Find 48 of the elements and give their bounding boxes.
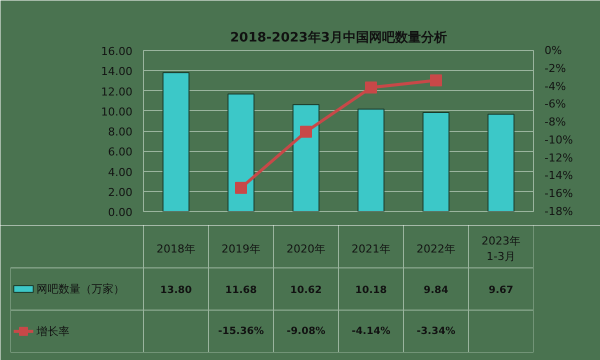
y-tick-label: 12.00 (101, 85, 133, 98)
x-tick-label: 2019年 (222, 242, 261, 256)
y2-tick-label: -14% (544, 169, 573, 182)
data-label: 10.62 (290, 285, 322, 296)
y-tick-label: 16.00 (101, 45, 133, 58)
data-label: 11.68 (225, 285, 257, 296)
data-label: -3.34% (416, 326, 456, 337)
bar (488, 114, 514, 212)
bar (228, 93, 254, 212)
bar (292, 104, 320, 212)
point (300, 126, 312, 138)
chart-title: 2018-2023年3月中国网吧数量分析 (230, 30, 447, 46)
point (430, 74, 442, 86)
bar (422, 112, 450, 212)
y-tick-label: 2.00 (108, 186, 133, 199)
legend-label: 网吧数量（万家） (36, 282, 124, 296)
x-tick-label: 2021年 (352, 242, 391, 256)
data-label: 10.18 (355, 285, 387, 296)
data-label: -15.36% (218, 326, 264, 337)
y2-tick-label: -18% (544, 205, 573, 218)
point (365, 82, 377, 94)
y-tick-label: 4.00 (108, 166, 133, 179)
y-tick-label: 6.00 (108, 146, 133, 159)
x-tick-label: 2023年 1-3月 (482, 234, 521, 264)
y2-tick-label: -8% (544, 116, 566, 129)
y2-tick-label: -2% (544, 62, 566, 75)
y2-tick-label: 0% (544, 44, 562, 57)
y-tick-label: 14.00 (101, 65, 133, 78)
legend-label: 增长率 (36, 324, 70, 338)
data-label: 9.84 (424, 285, 448, 296)
data-label: -4.14% (352, 326, 390, 337)
x-tick-label: 2022年 (416, 242, 456, 256)
data-label: 13.80 (160, 285, 192, 296)
y2-tick-label: -6% (544, 98, 566, 111)
x-tick-label: 2020年 (286, 242, 326, 256)
bar (358, 108, 384, 212)
y-tick-label: 10.00 (101, 105, 133, 118)
x-tick-label: 2018年 (156, 242, 196, 256)
y2-tick-label: -4% (544, 80, 566, 93)
y2-tick-label: -12% (544, 151, 573, 164)
data-label: -9.08% (286, 326, 326, 337)
y2-tick-label: -10% (544, 133, 573, 146)
y-tick-label: 8.00 (108, 126, 133, 138)
data-label: 9.67 (488, 285, 514, 296)
bar (162, 72, 190, 212)
y2-tick-label: -16% (544, 187, 573, 200)
point (235, 182, 247, 194)
y-tick-label: 0.00 (108, 206, 133, 219)
